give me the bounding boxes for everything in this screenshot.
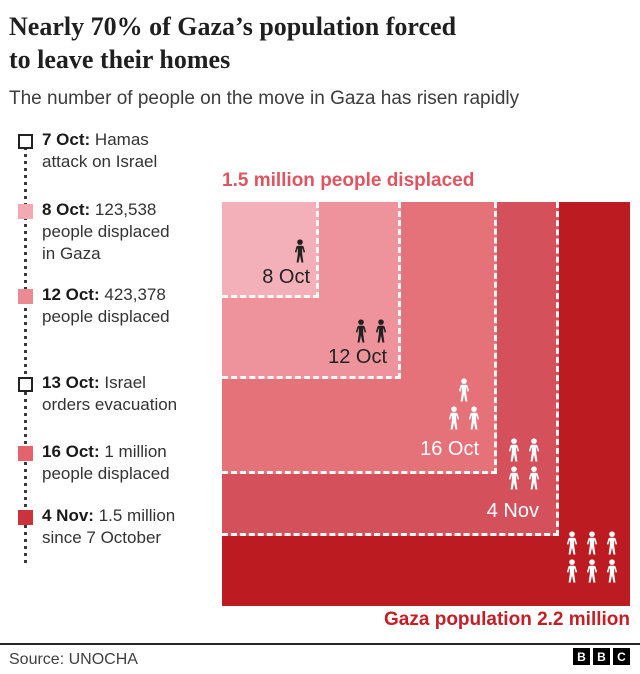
person-icon xyxy=(585,530,599,556)
person-icon xyxy=(565,558,579,584)
person-icon xyxy=(605,558,619,584)
timeline-text: attack on Israel xyxy=(42,152,158,171)
timeline-item-4nov: 4 Nov: 1.5 million since 7 October xyxy=(42,505,212,549)
timeline-text: Hamas xyxy=(94,130,149,149)
person-icon xyxy=(565,530,579,556)
person-icon xyxy=(354,318,368,344)
timeline-item-13oct: 13 Oct: Israel orders evacuation xyxy=(42,372,212,416)
square-label-16oct: 16 Oct xyxy=(420,438,479,460)
timeline-dotted-line xyxy=(24,140,27,565)
square-label-12oct: 12 Oct xyxy=(328,346,387,368)
page-title-line2: to leave their homes xyxy=(9,45,231,74)
person-icons-gaza xyxy=(564,530,620,584)
square-label-8oct: 8 Oct xyxy=(262,266,310,288)
timeline-text: people displaced xyxy=(42,222,170,241)
timeline-item-16oct: 16 Oct: 1 million people displaced xyxy=(42,441,212,485)
person-icon xyxy=(507,437,521,463)
person-icons-8oct xyxy=(293,238,307,264)
person-icons-12oct xyxy=(354,318,388,344)
timeline-text: 423,378 xyxy=(104,285,166,304)
timeline-date: 16 Oct: xyxy=(42,442,100,461)
timeline-marker-8oct xyxy=(18,204,33,219)
person-icon xyxy=(527,465,541,491)
timeline-date: 7 Oct: xyxy=(42,130,91,149)
timeline-text: 1.5 million xyxy=(98,506,176,525)
person-icon xyxy=(457,377,471,403)
timeline-text: 123,538 xyxy=(94,200,157,219)
person-icon xyxy=(605,530,619,556)
timeline-marker-12oct xyxy=(18,289,33,304)
timeline-text: orders evacuation xyxy=(42,395,178,414)
source-attribution: Source: UNOCHA xyxy=(9,651,138,668)
bbc-logo-block: C xyxy=(613,648,630,665)
chart-note-gaza-population: Gaza population 2.2 million xyxy=(384,609,630,630)
person-icons-16oct xyxy=(447,377,481,431)
nested-squares-chart: 8 Oct 12 Oct 16 Oct 4 Nov xyxy=(222,202,630,606)
timeline-text: people displaced xyxy=(42,307,170,326)
person-icon xyxy=(527,437,541,463)
bbc-logo-block: B xyxy=(593,648,610,665)
timeline-item-8oct: 8 Oct: 123,538 people displaced in Gaza xyxy=(42,199,212,265)
timeline-date: 8 Oct: xyxy=(42,200,91,219)
timeline-text: in Gaza xyxy=(42,244,101,263)
timeline-text: people displaced xyxy=(42,464,170,483)
bbc-logo: B B C xyxy=(573,648,630,665)
person-icon xyxy=(447,405,461,431)
chart-title: 1.5 million people displaced xyxy=(222,170,475,191)
person-icon xyxy=(467,405,481,431)
page-title-line1: Nearly 70% of Gaza’s population forced xyxy=(9,12,457,41)
timeline-text: since 7 October xyxy=(42,528,162,547)
person-icons-4nov xyxy=(507,437,541,491)
timeline-date: 13 Oct: xyxy=(42,373,100,392)
bbc-logo-block: B xyxy=(573,648,590,665)
timeline-text: 1 million xyxy=(104,442,167,461)
person-icon xyxy=(293,238,307,264)
square-label-4nov: 4 Nov xyxy=(486,500,539,522)
timeline-item-12oct: 12 Oct: 423,378 people displaced xyxy=(42,284,212,328)
timeline-marker-4nov xyxy=(18,510,33,525)
person-icon xyxy=(507,465,521,491)
timeline-marker-16oct xyxy=(18,446,33,461)
timeline-date: 4 Nov: xyxy=(42,506,94,525)
timeline-text: Israel xyxy=(104,373,146,392)
person-icon xyxy=(585,558,599,584)
timeline-item-7oct: 7 Oct: Hamas attack on Israel xyxy=(42,129,212,173)
timeline-date: 12 Oct: xyxy=(42,285,100,304)
square-8oct xyxy=(222,202,319,298)
timeline-marker-13oct xyxy=(18,377,33,392)
person-icon xyxy=(374,318,388,344)
timeline-marker-7oct xyxy=(18,134,33,149)
page-subtitle: The number of people on the move in Gaza… xyxy=(9,88,520,109)
footer-divider xyxy=(0,643,640,645)
